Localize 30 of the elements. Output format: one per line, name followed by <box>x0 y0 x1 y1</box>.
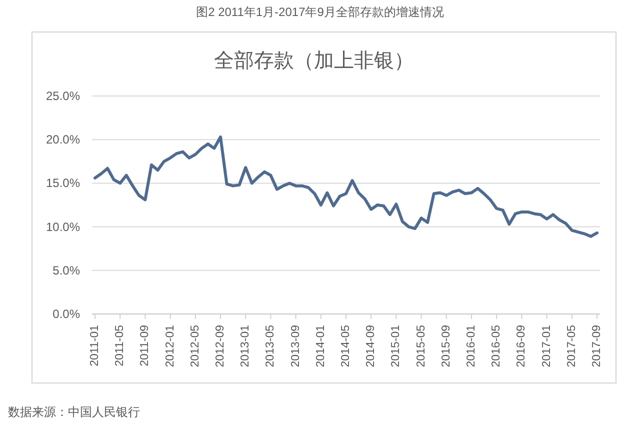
ytick-label: 5.0% <box>52 263 80 278</box>
subtitle: 全部存款（加上非银） <box>214 50 414 72</box>
annotation: 数据来源：中国人民银行 <box>8 405 140 419</box>
xtick-label: 2015-09 <box>440 325 452 368</box>
ytick-label: 15.0% <box>46 176 80 190</box>
xtick-label: 2014-05 <box>340 325 352 368</box>
xtick-label: 2017-09 <box>591 325 603 368</box>
ytick-label: 10.0% <box>46 220 80 234</box>
xtick-label: 2011-05 <box>114 325 126 366</box>
xtick-label: 2014-09 <box>365 325 378 368</box>
xtick-label: 2016-01 <box>466 325 478 368</box>
xtick-label: 2013-09 <box>290 325 302 368</box>
xtick-label: 2011-09 <box>139 325 152 366</box>
xtick-label: 2016-05 <box>490 325 503 368</box>
xtick-label: 2012-05 <box>189 325 202 368</box>
xtick-label: 2012-01 <box>164 325 176 368</box>
xtick-label: 2014-01 <box>314 325 327 368</box>
xtick-label: 2016-09 <box>516 325 528 368</box>
xtick-label: 2017-01 <box>540 325 553 368</box>
xtick-label: 2015-01 <box>390 325 402 368</box>
xtick-label: 2013-05 <box>264 325 277 368</box>
xtick-label: 2015-05 <box>415 325 428 368</box>
ytick-label: 20.0% <box>46 132 80 147</box>
xtick-label: 2017-05 <box>566 325 578 368</box>
ytick-label: 0.0% <box>52 307 80 321</box>
ytick-label: 25.0% <box>46 89 80 103</box>
xtick-label: 2013-01 <box>240 325 252 368</box>
xtick-label: 2012-09 <box>214 325 226 368</box>
xtick-label: 2011-01 <box>89 325 101 366</box>
title: 图2 2011年1月-2017年9月全部存款的增速情况 <box>196 5 444 19</box>
